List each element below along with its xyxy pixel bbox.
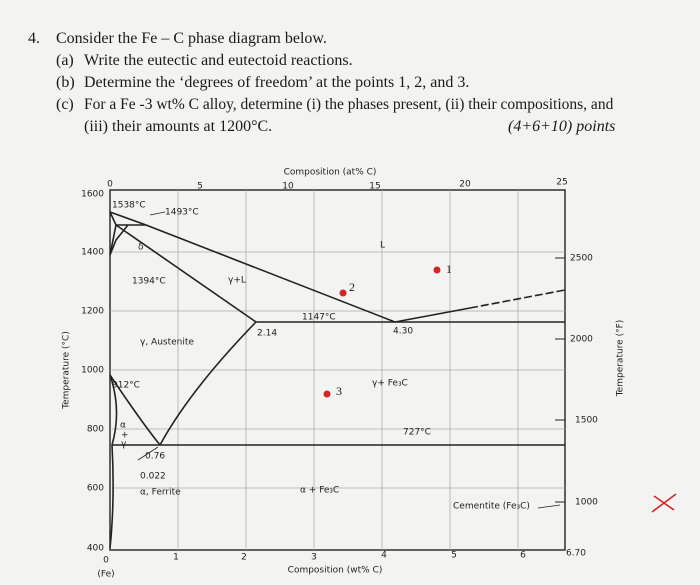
right-tick-label: 1000	[575, 498, 598, 508]
points: (4+6+10) points	[508, 118, 616, 135]
label: α, Ferrite	[140, 488, 181, 498]
right-ticks	[555, 257, 565, 503]
bottom-tick-label: 6.70	[566, 549, 586, 559]
left-tick-label: 1000	[81, 366, 104, 376]
label: 912°C	[112, 381, 140, 391]
question-number: 4.	[28, 30, 40, 47]
part-text: For a Fe -3 wt% C alloy, determine (i) t…	[84, 96, 614, 113]
top-tick-label: 10	[282, 182, 294, 192]
right-tick-label: 2000	[570, 335, 593, 345]
grid	[110, 190, 565, 550]
bottom-note: (Fe)	[97, 570, 114, 580]
bottom-tick-label: 1	[173, 553, 179, 563]
label: δ	[138, 243, 144, 253]
pointer	[537, 504, 561, 509]
phase-boundaries	[109, 211, 566, 549]
point-marker	[433, 266, 441, 274]
bottom-tick-label: 0	[103, 556, 109, 566]
point-marker	[339, 289, 347, 297]
top-tick-label: 25	[556, 178, 567, 188]
label: α	[120, 421, 126, 431]
point-label: 2	[349, 280, 355, 294]
label: α + Fe₃C	[300, 486, 339, 496]
bottom-tick-label: 4	[381, 551, 387, 561]
part-text: Determine the ‘degrees of freedom’ at th…	[84, 74, 470, 91]
part-label: (b)	[56, 74, 75, 91]
pointer	[137, 446, 159, 461]
question-intro: Consider the Fe – C phase diagram below.	[56, 30, 327, 47]
left-tick-label: 1600	[81, 190, 104, 200]
point-marker	[323, 390, 331, 398]
top-axis-title: Composition (at% C)	[284, 168, 377, 178]
left-tick-label: 1200	[81, 307, 104, 317]
label: 2.14	[257, 329, 277, 339]
left-tick-label: 400	[87, 544, 104, 554]
label: 727°C	[403, 428, 431, 438]
label: γ+ Fe₃C	[372, 379, 408, 389]
bottom-tick-label: 2	[241, 553, 247, 563]
label: 1538°C	[112, 201, 146, 211]
label: 1394°C	[132, 277, 166, 287]
label: Cementite (Fe₃C)	[453, 502, 530, 512]
top-tick-label: 5	[197, 182, 203, 192]
part-text: Write the eutectic and eutectoid reactio…	[84, 52, 353, 69]
label: 0.76	[145, 452, 165, 462]
label: +	[121, 431, 129, 441]
part-label: (a)	[56, 52, 74, 69]
bottom-tick-label: 3	[311, 553, 317, 563]
top-tick-label: 15	[369, 182, 380, 192]
part-label: (c)	[56, 96, 74, 113]
top-tick-label: 0	[107, 180, 113, 190]
bottom-tick-label: 5	[451, 551, 457, 561]
label: L	[380, 241, 385, 251]
label: γ, Austenite	[140, 338, 194, 348]
bottom-axis-title: Composition (wt% C)	[288, 566, 383, 576]
label: 4.30	[393, 327, 413, 337]
point-label: 3	[336, 384, 342, 398]
left-tick-label: 600	[87, 484, 104, 494]
pointer	[149, 211, 166, 216]
bottom-tick-label: 6	[520, 551, 526, 561]
left-axis-title: Temperature (°C)	[62, 331, 72, 410]
grader-mark	[651, 493, 677, 513]
top-tick-label: 20	[459, 180, 471, 190]
label: 1493°C	[165, 208, 199, 218]
label: 1147°C	[302, 313, 336, 323]
point-label: 1	[446, 262, 452, 276]
left-tick-label: 1400	[81, 248, 104, 258]
label: γ	[121, 440, 127, 450]
right-axis-title: Temperature (°F)	[616, 320, 626, 398]
label: 0.022	[140, 472, 166, 482]
right-tick-label: 2500	[570, 254, 593, 264]
right-tick-label: 1500	[575, 416, 598, 426]
left-tick-label: 800	[87, 425, 104, 435]
label: γ+L	[228, 276, 246, 286]
part-text: (iii) their amounts at 1200°C.	[84, 118, 273, 135]
